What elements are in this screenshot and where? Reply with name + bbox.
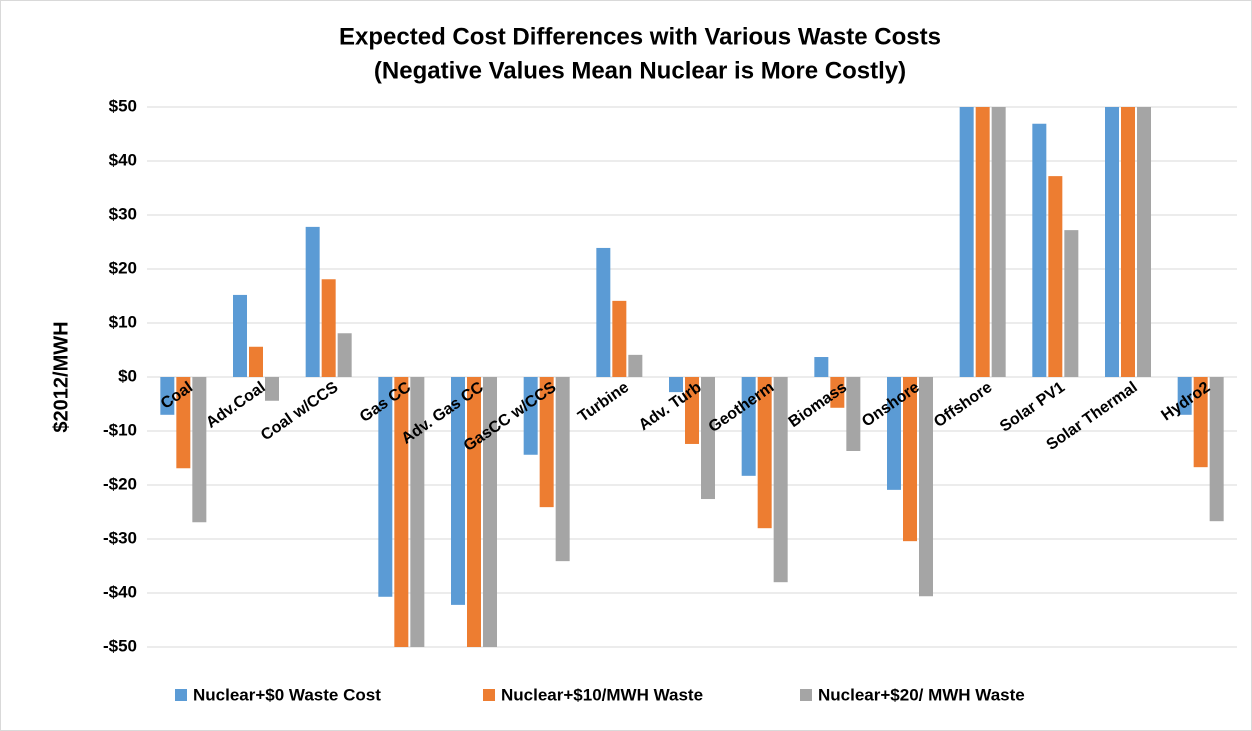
y-tick-label: $50	[109, 96, 137, 115]
bar	[757, 377, 772, 529]
bar	[1121, 107, 1135, 377]
legend-label: Nuclear+$10/MWH Waste	[501, 685, 703, 704]
bar	[846, 377, 861, 451]
bar	[539, 377, 554, 508]
bar	[160, 377, 175, 415]
y-tick-label: -$10	[103, 420, 137, 439]
bar	[1137, 107, 1151, 377]
bar	[1064, 230, 1079, 377]
bar	[596, 247, 611, 377]
y-tick-label: -$20	[103, 474, 137, 493]
bar	[321, 279, 336, 377]
y-tick-label: $20	[109, 258, 137, 277]
y-tick-label: $10	[109, 312, 137, 331]
bar	[394, 377, 409, 647]
bar	[887, 377, 901, 490]
y-tick-label: $40	[109, 150, 137, 169]
bar	[903, 377, 917, 542]
chart-title: Expected Cost Differences with Various W…	[339, 23, 941, 50]
bar	[830, 377, 845, 408]
bar	[337, 333, 352, 377]
bar	[1105, 107, 1119, 377]
bar	[814, 357, 829, 377]
bar	[176, 377, 191, 469]
bar	[1048, 176, 1063, 377]
y-axis-label: $2012/MWH	[50, 321, 72, 432]
bar	[378, 377, 393, 597]
y-tick-label: -$40	[103, 582, 137, 601]
legend-swatch	[175, 689, 187, 701]
bar	[919, 377, 933, 597]
bar	[1032, 123, 1047, 378]
bar	[233, 294, 247, 377]
legend-swatch	[800, 689, 812, 701]
bar	[991, 107, 1006, 377]
legend-label: Nuclear+$0 Waste Cost	[193, 685, 381, 704]
bar	[249, 346, 263, 377]
bar	[483, 377, 497, 647]
bar	[555, 377, 570, 562]
bar	[410, 377, 425, 647]
bar	[1193, 377, 1208, 468]
y-tick-label: $30	[109, 204, 137, 223]
bar	[1209, 377, 1224, 522]
bar	[523, 377, 538, 455]
bar	[612, 300, 627, 377]
bar	[975, 107, 990, 377]
bar	[192, 377, 207, 523]
y-tick-label: -$50	[103, 636, 137, 655]
bar	[669, 377, 683, 393]
bar	[1177, 377, 1192, 415]
bar	[305, 226, 320, 377]
bar	[685, 377, 699, 444]
bar	[467, 377, 481, 647]
bar	[628, 354, 643, 377]
bar	[773, 377, 788, 583]
bar	[451, 377, 465, 605]
legend-swatch	[483, 689, 495, 701]
y-tick-label: -$30	[103, 528, 137, 547]
bar	[741, 377, 756, 476]
chart-subtitle: (Negative Values Mean Nuclear is More Co…	[374, 57, 906, 84]
y-tick-label: $0	[118, 366, 137, 385]
bar	[701, 377, 715, 500]
bar	[265, 377, 279, 401]
legend-label: Nuclear+$20/ MWH Waste	[818, 685, 1025, 704]
bar	[959, 107, 974, 377]
